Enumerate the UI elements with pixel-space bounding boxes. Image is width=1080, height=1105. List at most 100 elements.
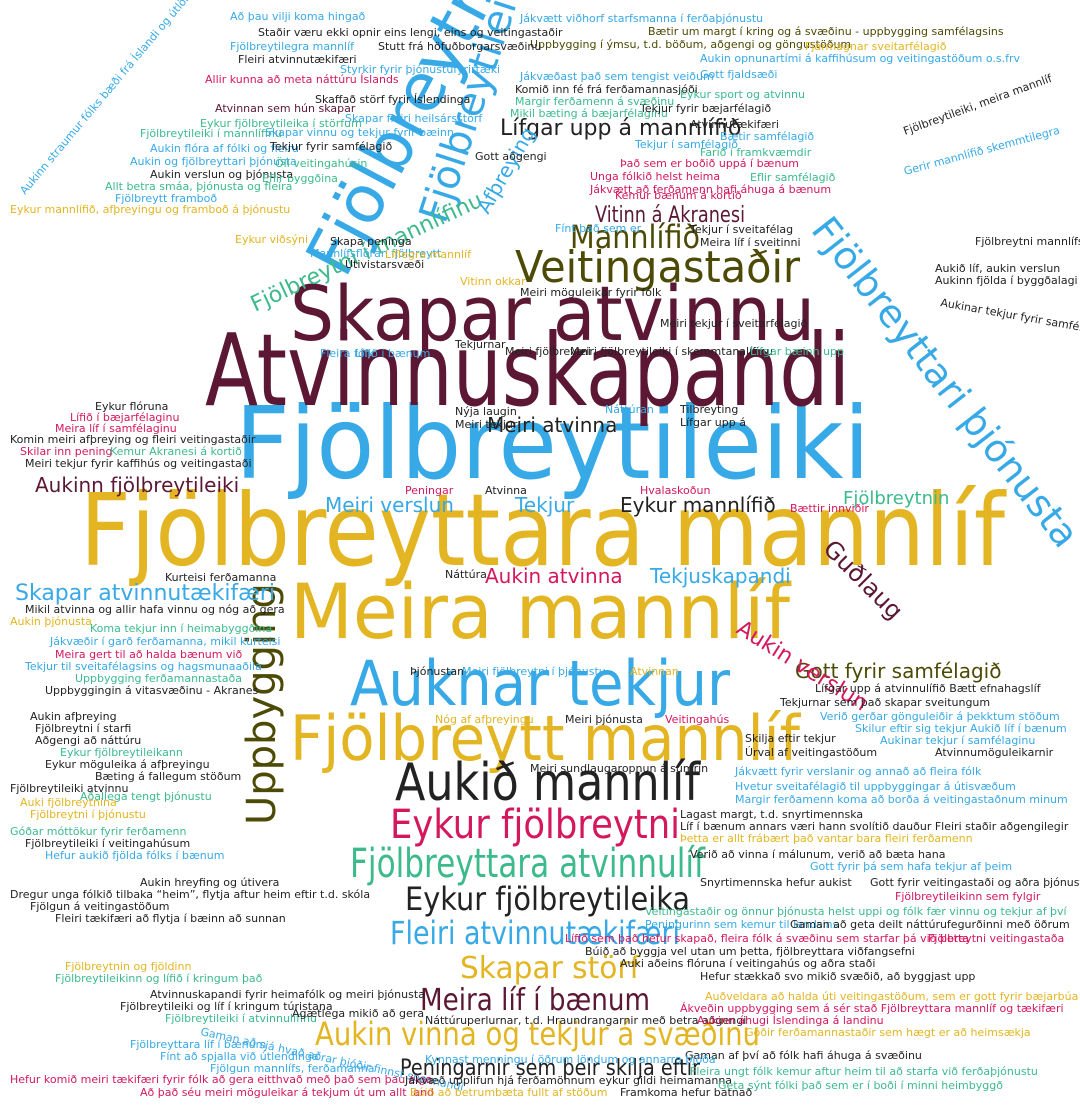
word: Staðir væru ekki opnir eins lengi, eins … — [258, 26, 563, 39]
word: Fjölbreytileiki, meira mannlíf — [902, 71, 1055, 137]
word: Atvinnan — [630, 665, 679, 678]
word: Þetta er allt frábært það vantar bara fl… — [680, 832, 973, 845]
word: Meiri þjónusta — [565, 713, 643, 726]
word-large: Atvinnuskapandi — [205, 312, 850, 429]
word: Meiri tekjur í sveitarfélagið — [660, 317, 808, 330]
word: Mannlífsflóran fjölbreytt — [310, 247, 442, 260]
word: Jákvæðir í garð ferðamanna, mikil kurtei… — [49, 635, 280, 648]
word: Tekjurnar sem það skapar sveitungum — [779, 696, 990, 709]
word: Fleiri tækifæri að flytja í bæinn að sun… — [55, 912, 286, 925]
word: Kemur Akranesi á kortið — [110, 445, 242, 458]
word: Gaman af því að fólk hafi áhuga á svæðin… — [685, 1049, 922, 1062]
word: Atvinna — [485, 484, 527, 497]
word: Uppbyggingin á vitasvæðinu - Akranes — [45, 684, 258, 697]
word: Gott fyrir veitingastaði og aðra þjónust… — [870, 876, 1080, 889]
word: Tekjur í sveitafélag — [689, 223, 793, 236]
word: Peningurinn sem kemur til landsins — [645, 918, 839, 931]
word: Lífgar upp á atvinnulífið Bætt efnahagsl… — [815, 682, 1042, 695]
word: Uppbygging í ýmsu, t.d. böðum, aðgengi o… — [530, 38, 851, 51]
word: Bætir um margt í kring og á svæðinu - up… — [648, 25, 1004, 38]
word: Veitingahús — [665, 713, 730, 726]
word: Eykur fjölbreytileika í störfum — [200, 117, 362, 130]
word: Dregur unga fólkið tilbaka “heim”, flytj… — [10, 888, 370, 901]
word: Líf í bænum annars væri hann svolítið da… — [680, 820, 1069, 833]
word: Aukinar tekjur fyrir samfélagið — [939, 296, 1080, 338]
word: Fjölbreyttara líf í bænum — [130, 1038, 266, 1051]
word-large: Mannlífið — [570, 218, 700, 256]
word: Stutt frá höfuðborgarsvæðinu — [378, 40, 541, 53]
word: Aukin afþreying — [30, 710, 117, 723]
word-large: Veitingastaðir — [515, 242, 801, 293]
word: Lífgar upp á mannlífið — [500, 116, 741, 141]
word: Aukinn áhugi Íslendinga á landinu — [697, 1014, 884, 1027]
word-large: Eykur fjölbreytileika — [405, 880, 690, 918]
word: Komin meiri afþreying og fleiri veitinga… — [10, 433, 256, 446]
word: Eykur möguleika á afþreyingu — [45, 758, 210, 771]
word: Snyrtimennska hefur aukist — [700, 876, 852, 889]
word: Tekjur í samfélagið — [634, 138, 738, 151]
word: Fleiri atvinnutækifæri — [238, 53, 357, 66]
word: Verið gerðar gönguleiðir á þekktum stöðu… — [820, 710, 1060, 723]
word: Skapar vinnu og tekjur fyrir bæinn — [265, 126, 454, 139]
word: Meiri tekjur — [455, 418, 518, 431]
word: Eykur mannlífið — [620, 493, 776, 517]
word: Atvinnumöguleikarnir — [935, 746, 1054, 759]
word: Vitinn okkar — [460, 275, 526, 288]
word: Meira líf í sveitinni — [700, 236, 801, 249]
word: Aukin flóra af fólki og fleiru — [150, 142, 299, 155]
word-large: Fjölbreyttara atvinnulíf — [350, 841, 706, 887]
word-large: Uppbygging — [239, 583, 285, 825]
word: Unga fólkið helst heima — [590, 170, 720, 183]
word: Meiri sundlaugaropnun á sumrin — [530, 762, 708, 775]
word-large: Meira mannlíf — [290, 567, 792, 656]
word: Aukin hreyfing og útivera — [140, 876, 279, 889]
word: Farið í framkvæmdir — [700, 146, 812, 159]
word: Úrval af veitingastöðum — [745, 746, 877, 759]
word: Líflegra mannlíf — [385, 248, 472, 261]
word: Ákveðin uppbygging sem á sér stað Fjölbr… — [680, 1002, 1064, 1015]
word: Mikil atvinna og allir hafa vinnu og nóg… — [25, 603, 285, 616]
word: Fjármagnar sveitarfélagið — [805, 40, 947, 53]
word: Aðgengi að náttúru — [35, 734, 141, 747]
word: Fjölgun á veitingastöðum — [30, 900, 169, 913]
word: Þjónustan — [410, 665, 464, 678]
word: Fjölbreytnin — [843, 488, 949, 509]
word: Allir kunna að meta náttúru Íslands — [205, 73, 399, 86]
word: Aukið líf, aukin verslun — [935, 262, 1060, 275]
word: Lífið í bæjarfélaginu — [70, 411, 179, 424]
word: Aukin verslun og þjónusta — [150, 168, 293, 181]
word-large: Aukin vinna og tekjur á svæðinu — [315, 1015, 760, 1053]
word: Gott fyrir þá sem hafa tekjur af þeim — [810, 860, 1012, 873]
word: Fleira fólk — [320, 347, 375, 360]
word-large: Skapar störf — [460, 951, 641, 986]
word: Mikil bæting á bæjarfélaginu — [510, 107, 668, 120]
word: Fjölbreytileiki og líf í kringum túrista… — [120, 1000, 333, 1013]
word: Eykur flóruna — [95, 400, 168, 413]
word: Fjölbreytni mannlífsins — [975, 235, 1080, 248]
word: Aukin þjónusta — [10, 615, 92, 628]
word: Hvetur sveitafélagið til uppbyggingar á … — [735, 780, 1016, 793]
word-large: Fleiri atvinnutækifæri — [390, 914, 680, 952]
word: Tekjur til sveitafélagsins og hagsmunaað… — [24, 660, 262, 673]
word: Skapar atvinnutækifæri — [15, 581, 275, 606]
word: Hefur aukið fjölda fólks í bænum — [45, 849, 224, 862]
word: Allt betra smáa, þjónusta og fleira — [105, 180, 292, 193]
word: Geta sýnt fólki það sem er í boði í minn… — [718, 1079, 1003, 1092]
word: Gerir mannlífið skemmtilegra — [902, 124, 1061, 178]
word: Náttúran — [605, 403, 654, 416]
word: Eykur sport og atvinnu — [680, 88, 805, 101]
word: Jákvætt að ferðamenn hafi áhuga á bænum — [589, 183, 831, 196]
word: Atvinnuskapandi fyrir heimafólk og meiri… — [150, 988, 425, 1001]
word: Öll veitingahúsin — [275, 157, 367, 170]
word-large: Auknar tekjur — [350, 647, 730, 720]
word: Fjölbreytileiki í veitingahúsum — [25, 837, 190, 850]
word: Náttúra — [445, 568, 487, 581]
word: Peningarnir sem þeir skilja eftir — [400, 1056, 701, 1081]
word: Kurteisi ferðamanna — [165, 571, 276, 584]
word: Meira líf í samfélaginu — [55, 422, 177, 435]
word: Gott aðgengi — [475, 150, 547, 163]
word: Komið inn fé frá ferðamannasjóði — [515, 83, 698, 96]
word: Hefur komið meiri tækifæri fyrir fólk að… — [10, 1073, 432, 1086]
word: Gott fjaldsæði — [700, 68, 777, 81]
